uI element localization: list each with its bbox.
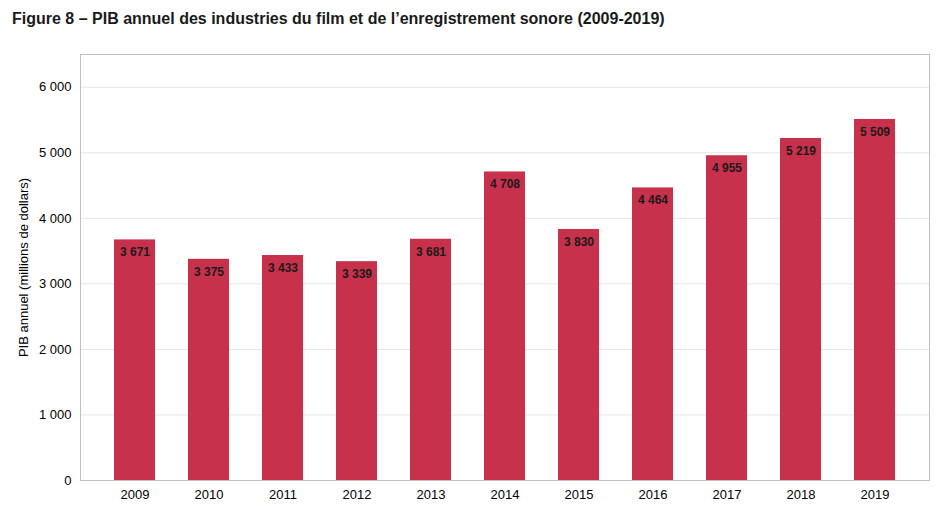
svg-text:4 955: 4 955 — [712, 161, 742, 175]
svg-text:5 509: 5 509 — [860, 125, 890, 139]
svg-text:2014: 2014 — [491, 487, 520, 502]
svg-text:3 433: 3 433 — [268, 261, 298, 275]
svg-text:4 000: 4 000 — [39, 211, 72, 226]
svg-text:2013: 2013 — [417, 487, 446, 502]
svg-text:1 000: 1 000 — [39, 407, 72, 422]
svg-text:2011: 2011 — [269, 487, 297, 502]
svg-text:2010: 2010 — [195, 487, 224, 502]
svg-text:6 000: 6 000 — [39, 79, 72, 94]
svg-text:4 708: 4 708 — [490, 177, 520, 191]
svg-text:2016: 2016 — [639, 487, 668, 502]
svg-text:2012: 2012 — [343, 487, 372, 502]
svg-text:3 339: 3 339 — [342, 267, 372, 281]
svg-text:5 000: 5 000 — [39, 145, 72, 160]
svg-text:3 830: 3 830 — [564, 235, 594, 249]
svg-text:5 219: 5 219 — [786, 144, 816, 158]
svg-text:0: 0 — [64, 473, 71, 488]
svg-text:2015: 2015 — [565, 487, 594, 502]
svg-text:3 671: 3 671 — [120, 245, 150, 259]
svg-text:3 681: 3 681 — [416, 245, 446, 259]
svg-text:2009: 2009 — [121, 487, 150, 502]
svg-text:3 000: 3 000 — [39, 276, 72, 291]
svg-text:4 464: 4 464 — [638, 193, 668, 207]
svg-text:PIB annuel (millions de dollar: PIB annuel (millions de dollars) — [16, 178, 31, 357]
svg-text:2 000: 2 000 — [39, 342, 72, 357]
svg-text:2017: 2017 — [713, 487, 742, 502]
svg-text:3 375: 3 375 — [194, 265, 224, 279]
html-text:Figure 8 – PIB annuel des indu: Figure 8 – PIB annuel des industries du … — [12, 10, 665, 27]
svg-text:2018: 2018 — [787, 487, 816, 502]
svg-text:2019: 2019 — [861, 487, 890, 502]
